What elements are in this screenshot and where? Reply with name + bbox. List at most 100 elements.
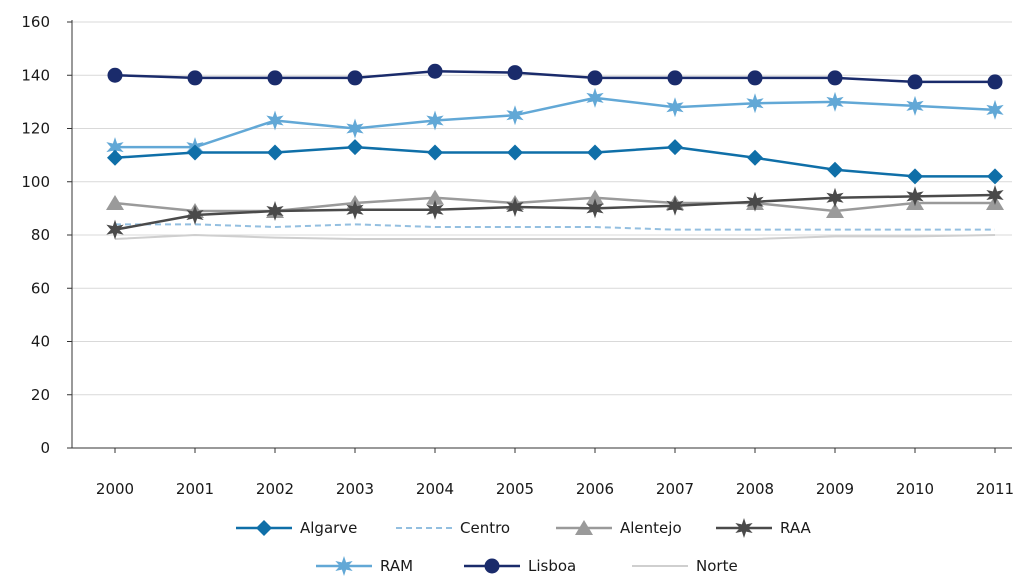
legend-item-norte: Norte: [632, 557, 738, 575]
legend-item-lisboa: Lisboa: [464, 557, 576, 575]
legend-marker: [335, 556, 353, 576]
data-point: [507, 144, 523, 161]
data-point: [666, 195, 684, 216]
legend-item-ram: RAM: [316, 556, 413, 576]
legend-label: RAA: [780, 519, 811, 537]
data-point: [666, 97, 684, 118]
axes: 0 20 40 60 80 100 120 140 160 2000 2001 2002 2003 200…: [21, 13, 1014, 498]
legend-item-raa: RAA: [716, 518, 811, 538]
data-point: [507, 65, 523, 81]
data-point: [987, 168, 1003, 185]
data-point: [827, 70, 843, 86]
y-tick-label: 140: [21, 66, 50, 84]
y-tick-label: 40: [31, 333, 50, 351]
data-point: [106, 137, 124, 158]
data-point: [427, 63, 443, 79]
data-point: [826, 203, 844, 219]
y-tick-label: 80: [31, 226, 50, 244]
legend-item-centro: Centro: [396, 519, 510, 537]
x-tick-label: 2011: [976, 480, 1014, 498]
y-tick-label: 60: [31, 279, 50, 297]
data-point: [346, 199, 364, 220]
series-layer: [106, 63, 1004, 240]
legend-marker: [575, 520, 593, 535]
legend-marker: [256, 520, 272, 536]
data-point: [106, 219, 124, 240]
data-point: [586, 189, 604, 205]
legend-marker: [735, 518, 753, 538]
data-point: [987, 74, 1003, 90]
series-line-lisboa: [114, 70, 995, 84]
data-point: [986, 185, 1004, 206]
data-point: [187, 70, 203, 86]
legend-label: Algarve: [300, 519, 357, 537]
legend-marker: [484, 558, 500, 574]
data-point: [346, 118, 364, 139]
data-point: [187, 144, 203, 161]
series-centro: [115, 223, 995, 231]
data-point: [587, 144, 603, 161]
series-line-alentejo: [114, 196, 995, 213]
y-tick-label: 0: [40, 439, 50, 457]
x-tick-label: 2003: [336, 480, 374, 498]
x-tick-label: 2008: [736, 480, 774, 498]
data-point: [186, 205, 204, 226]
data-point: [747, 70, 763, 86]
data-point: [267, 70, 283, 86]
data-point: [426, 199, 444, 220]
data-point: [746, 93, 764, 114]
data-point: [907, 168, 923, 185]
data-point: [747, 149, 763, 166]
x-tick-label: 2009: [816, 480, 854, 498]
series-line-algarve: [114, 145, 995, 178]
x-tick-label: 2007: [656, 480, 694, 498]
data-point: [907, 74, 923, 90]
legend: Algarve Centro Alentejo RAA RAM Lisboa Norte: [236, 518, 811, 576]
legend-item-algarve: Algarve: [236, 519, 357, 537]
data-point: [107, 67, 123, 83]
data-point: [827, 161, 843, 178]
y-tick-label: 160: [21, 13, 50, 31]
data-point: [986, 99, 1004, 120]
data-point: [506, 105, 524, 126]
x-tick-label: 2000: [96, 480, 134, 498]
data-point: [347, 70, 363, 86]
data-point: [746, 191, 764, 212]
data-point: [506, 197, 524, 218]
y-tick-label: 20: [31, 386, 50, 404]
data-point: [826, 187, 844, 208]
data-point: [586, 198, 604, 219]
series-line-ram: [115, 96, 996, 149]
data-point: [427, 144, 443, 161]
series-norte: [114, 234, 996, 240]
data-point: [906, 95, 924, 116]
legend-label: Alentejo: [620, 519, 682, 537]
data-point: [267, 144, 283, 161]
data-point: [106, 195, 124, 211]
data-point: [826, 91, 844, 112]
legend-label: Centro: [460, 519, 510, 537]
series-ram: [106, 87, 1004, 158]
legend-label: RAM: [380, 557, 413, 575]
series-line-norte: [114, 234, 996, 240]
data-point: [347, 139, 363, 156]
series-raa: [106, 185, 1004, 240]
y-tick-label: 120: [21, 120, 50, 138]
data-point: [906, 186, 924, 207]
grid-lines: [72, 21, 1012, 396]
series-algarve: [107, 139, 1003, 185]
legend-label: Norte: [696, 557, 738, 575]
data-point: [667, 70, 683, 86]
y-tick-label: 100: [21, 173, 50, 191]
data-point: [266, 110, 284, 131]
data-point: [667, 139, 683, 156]
series-line-raa: [114, 193, 996, 231]
x-tick-label: 2006: [576, 480, 614, 498]
x-tick-label: 2010: [896, 480, 934, 498]
data-point: [586, 87, 604, 108]
x-tick-label: 2004: [416, 480, 454, 498]
data-point: [266, 201, 284, 222]
data-point: [107, 149, 123, 166]
data-point: [426, 189, 444, 205]
